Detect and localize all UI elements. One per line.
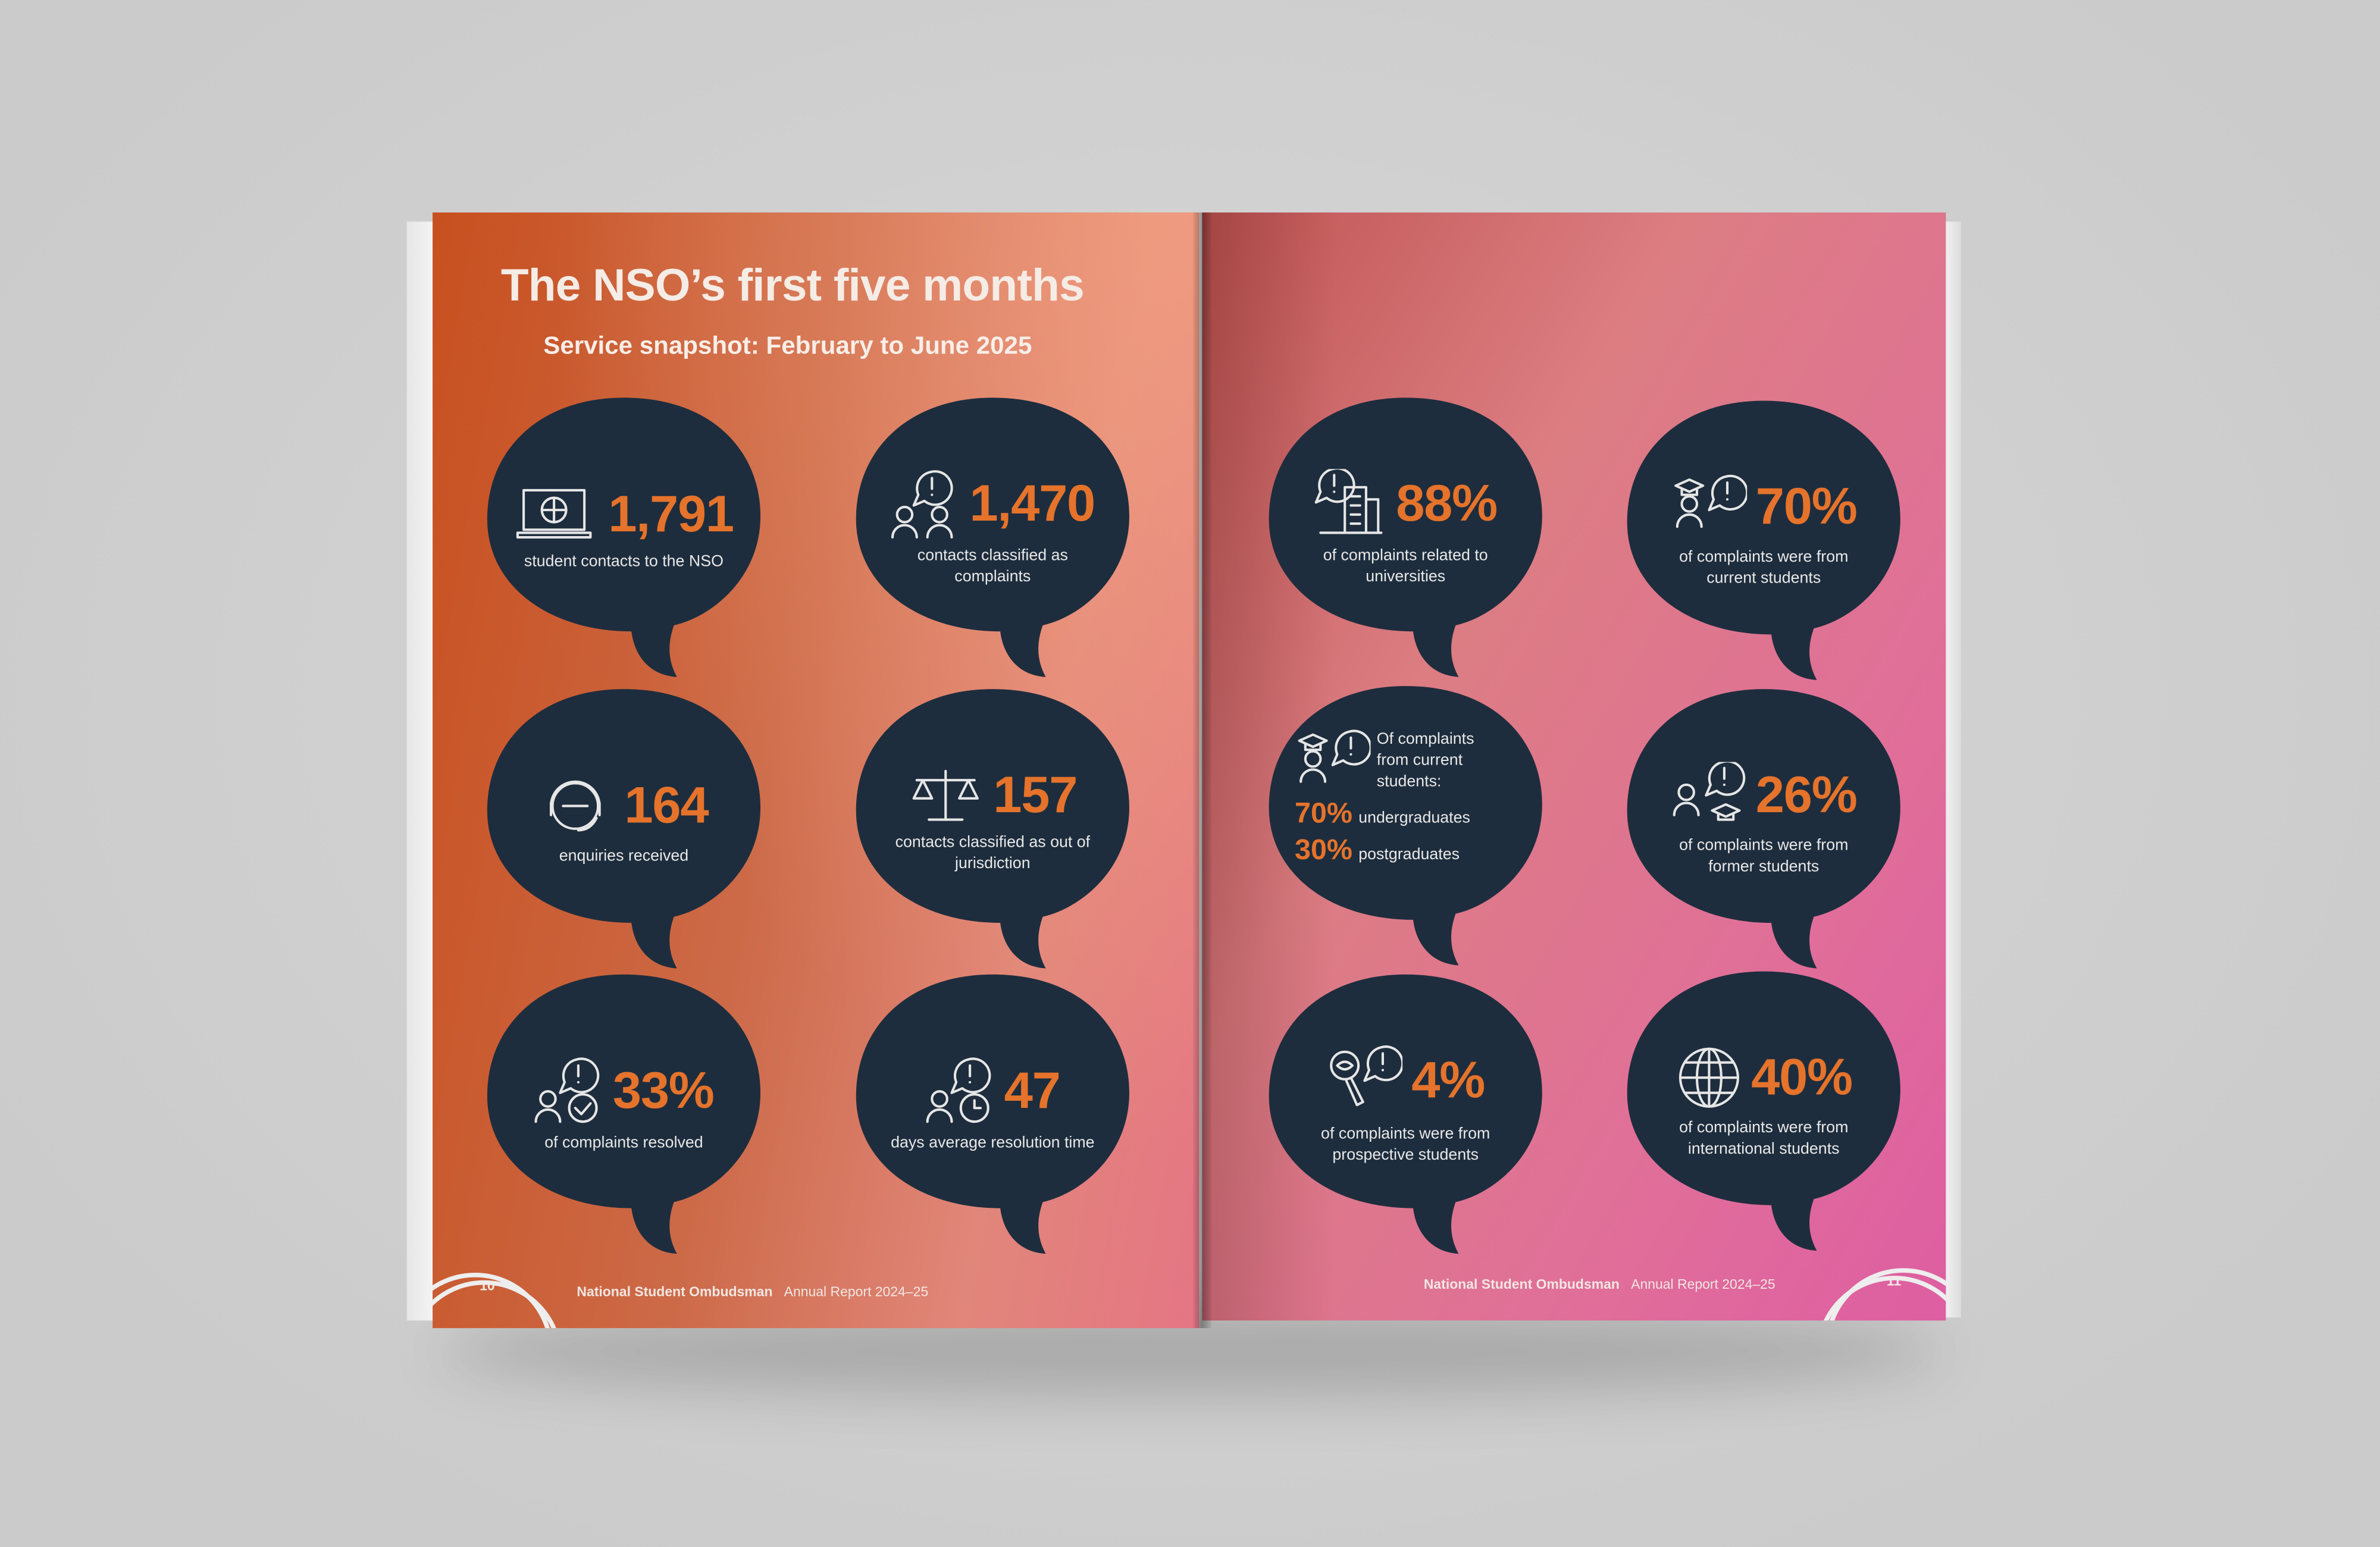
breakdown-value: 70% [1295, 798, 1353, 831]
stat-bubble: 33% of complaints resolved [486, 972, 762, 1257]
stat-bubble: 1,791 student contacts to the NSO [486, 394, 762, 680]
stat-label: days average resolution time [891, 1133, 1095, 1153]
stat-label: of complaints were from prospective stud… [1321, 1125, 1490, 1164]
stat-label: enquiries received [559, 847, 689, 866]
page-number-right: 11 [1886, 1273, 1902, 1289]
graduate-alert-icon [1295, 728, 1371, 795]
stat-value: 33% [612, 1061, 715, 1120]
laptop-globe-icon [514, 484, 599, 545]
footer-org: National Student Ombudsman [577, 1284, 773, 1299]
footer-org: National Student Ombudsman [1423, 1276, 1620, 1292]
person-check-icon [534, 1056, 603, 1126]
stat-value: 47 [1004, 1061, 1061, 1120]
stat-bubble: 47 days average resolution time [854, 972, 1130, 1257]
footer-report: Annual Report 2024–25 [1631, 1276, 1775, 1292]
breakdown-label: undergraduates [1358, 809, 1470, 828]
stat-label: of complaints resolved [544, 1133, 703, 1153]
stat-bubble: 4% of complaints were from prospective s… [1267, 972, 1543, 1257]
stat-label: contacts classified as complaints [917, 546, 1068, 586]
stat-value: 157 [993, 765, 1078, 823]
page-number-left: 10 [480, 1277, 495, 1294]
stat-bubble: 157 contacts classified as out of jurisd… [854, 686, 1130, 972]
student-breakdown-bubble: Of complaints from current students: 70%… [1267, 683, 1543, 969]
page-edge-left [406, 221, 437, 1321]
stat-bubble: 1,470 contacts classified as complaints [854, 394, 1130, 680]
stat-value: 4% [1411, 1051, 1485, 1109]
breakdown-value: 30% [1295, 835, 1353, 867]
stat-bubble: 26% of complaints were from former stude… [1626, 686, 1902, 972]
breakdown-item: 70% undergraduates [1295, 798, 1537, 832]
search-alert-icon [1326, 1044, 1402, 1117]
footer-report: Annual Report 2024–25 [784, 1284, 929, 1299]
stat-value: 164 [624, 776, 709, 834]
person-clock-icon [925, 1056, 995, 1126]
globe-icon [1676, 1044, 1742, 1111]
stat-value: 26% [1755, 765, 1858, 823]
graduate-alert-icon [1671, 474, 1747, 540]
stat-bubble: 164 enquiries received [486, 686, 762, 972]
footer-left: National Student Ombudsman Annual Report… [577, 1284, 928, 1299]
stat-value: 1,470 [969, 474, 1095, 533]
stat-label: of complaints were from current students [1679, 547, 1849, 588]
stat-bubble: 40% of complaints were from internationa… [1626, 969, 1902, 1254]
stat-label: of complaints were from international st… [1679, 1119, 1849, 1158]
page-edge-right [1943, 221, 1961, 1318]
stat-value: 40% [1751, 1048, 1853, 1106]
stat-value: 70% [1755, 477, 1858, 536]
stat-label: of complaints were from former students [1679, 836, 1849, 876]
stat-label: of complaints related to universities [1323, 546, 1488, 586]
stat-bubble: 70% of complaints were from current stud… [1626, 397, 1902, 683]
university-alert-icon [1314, 469, 1386, 538]
breakdown-item: 30% postgraduates [1295, 835, 1537, 868]
page-subtitle: Service snapshot: February to June 2025 [543, 332, 1032, 360]
former-student-icon [1671, 762, 1747, 829]
stat-value: 1,791 [608, 485, 734, 543]
page-title: The NSO’s first five months [500, 261, 1085, 311]
stat-label: contacts classified as out of jurisdicti… [895, 833, 1091, 873]
footer-right: National Student Ombudsman Annual Report… [1424, 1276, 1775, 1292]
stat-bubble: 88% of complaints related to universitie… [1267, 394, 1543, 680]
breakdown-label: postgraduates [1358, 845, 1460, 864]
book-gutter [1193, 212, 1211, 1329]
headset-icon [540, 772, 616, 839]
stat-value: 88% [1396, 474, 1498, 533]
breakdown-heading: Of complaints from current students: [1376, 730, 1474, 791]
people-alert-icon [891, 469, 960, 539]
circle-decoration [1823, 1268, 1946, 1321]
stat-label: student contacts to the NSO [524, 552, 724, 571]
scales-icon [908, 765, 984, 826]
